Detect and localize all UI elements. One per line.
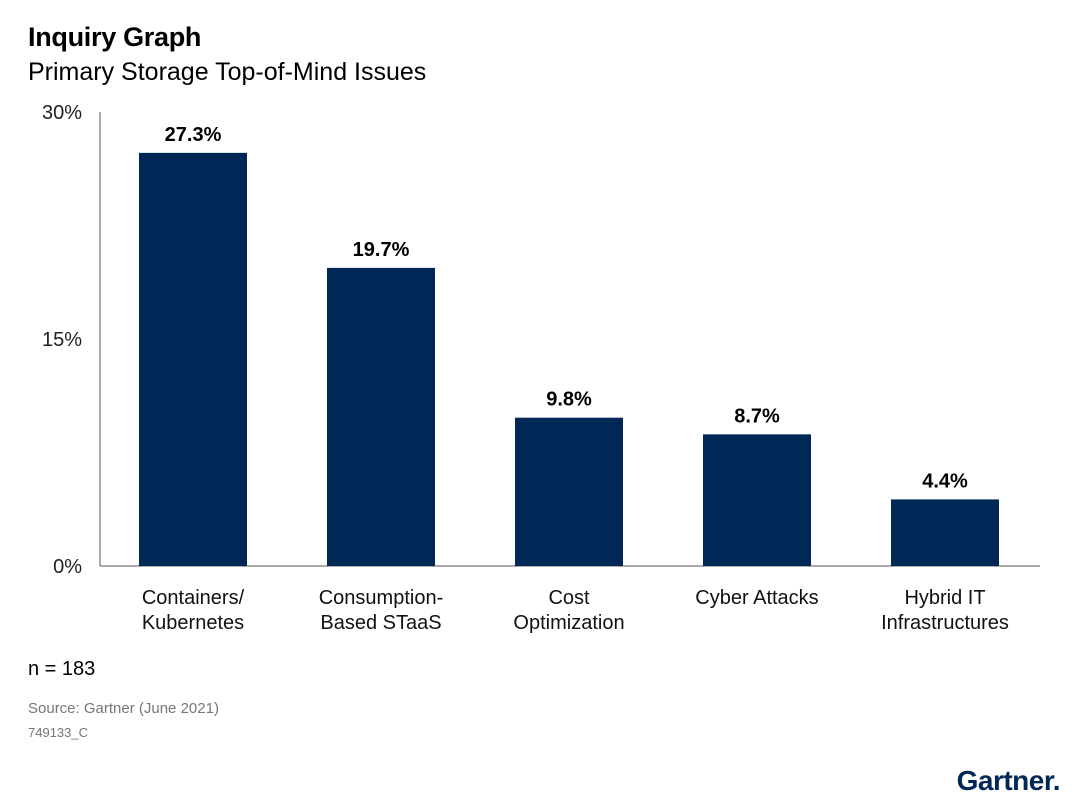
source-note: Source: Gartner (June 2021)	[28, 700, 219, 717]
category-label: Cost	[548, 587, 590, 609]
chart-subtitle: Primary Storage Top-of-Mind Issues	[28, 58, 427, 86]
figure-code: 749133_C	[28, 725, 88, 740]
data-label: 19.7%	[353, 239, 410, 261]
gartner-logo: Gartner.	[956, 765, 1061, 796]
category-label: Containers/	[142, 587, 245, 609]
bar	[139, 152, 247, 567]
data-label: 4.4%	[922, 470, 968, 492]
data-label: 27.3%	[165, 124, 222, 146]
data-label: 9.8%	[546, 389, 592, 411]
category-label: Based STaaS	[320, 612, 441, 634]
bar	[891, 499, 999, 566]
category-label: Infrastructures	[881, 612, 1009, 634]
chart-title: Inquiry Graph	[28, 22, 202, 52]
bar	[703, 434, 811, 566]
category-label: Cyber Attacks	[695, 587, 818, 609]
bar	[515, 417, 623, 566]
bar	[327, 267, 435, 566]
category-label: Kubernetes	[142, 612, 244, 634]
data-label: 8.7%	[734, 405, 780, 427]
y-tick-label: 15%	[42, 329, 82, 351]
sample-size: n = 183	[28, 658, 96, 680]
y-tick-label: 30%	[42, 102, 82, 124]
category-label: Hybrid IT	[904, 587, 985, 609]
y-tick-label: 0%	[53, 556, 82, 578]
category-label: Optimization	[513, 612, 624, 634]
category-label: Consumption-	[319, 587, 444, 609]
